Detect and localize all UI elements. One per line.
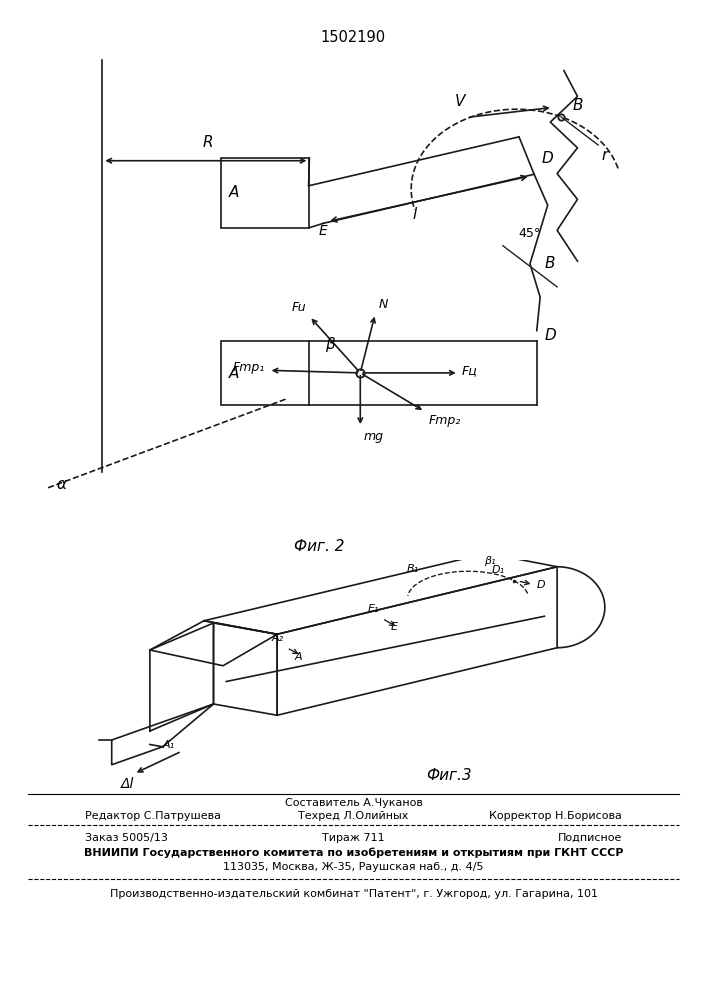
Text: Составитель А.Чуканов: Составитель А.Чуканов [284, 798, 423, 808]
Bar [221, 341, 310, 405]
Text: Заказ 5005/13: Заказ 5005/13 [85, 833, 168, 843]
Text: Корректор Н.Борисова: Корректор Н.Борисова [489, 811, 622, 821]
Text: A₂: A₂ [271, 633, 284, 643]
Text: mg: mg [363, 430, 384, 443]
Text: D: D [542, 151, 554, 166]
Text: Фиг. 2: Фиг. 2 [294, 539, 345, 554]
Text: l: l [412, 207, 416, 222]
Text: Fц: Fц [462, 364, 478, 377]
Text: Подписное: Подписное [558, 833, 622, 843]
Text: E: E [390, 622, 397, 632]
Text: Fmp₁: Fmp₁ [233, 361, 265, 374]
Text: α: α [57, 477, 66, 492]
Text: 45°: 45° [519, 227, 541, 240]
Text: Производственно-издательский комбинат "Патент", г. Ужгород, ул. Гагарина, 101: Производственно-издательский комбинат "П… [110, 889, 597, 899]
Text: D: D [537, 580, 545, 590]
Text: B₁: B₁ [407, 564, 419, 574]
Text: r: r [602, 148, 608, 163]
Text: β₁: β₁ [484, 556, 496, 566]
Text: Фиг.3: Фиг.3 [426, 768, 472, 784]
Text: 113035, Москва, Ж-35, Раушская наб., д. 4/5: 113035, Москва, Ж-35, Раушская наб., д. … [223, 862, 484, 872]
Text: V: V [455, 94, 466, 109]
Text: A: A [229, 366, 240, 381]
Text: D₁: D₁ [491, 565, 505, 575]
Text: Тираж 711: Тираж 711 [322, 833, 385, 843]
Text: A₁: A₁ [163, 740, 175, 750]
Text: 1502190: 1502190 [321, 30, 386, 45]
Text: Техред Л.Олийных: Техред Л.Олийных [298, 811, 409, 821]
Bar [221, 158, 310, 228]
Text: Fmp₂: Fmp₂ [428, 414, 460, 427]
Text: A: A [295, 652, 303, 662]
Text: N: N [379, 298, 388, 311]
Text: ВНИИПИ Государственного комитета по изобретениям и открытиям при ГКНТ СССР: ВНИИПИ Государственного комитета по изоб… [83, 848, 624, 858]
Text: A: A [229, 185, 240, 200]
Text: B: B [573, 98, 583, 113]
Text: β: β [325, 337, 334, 352]
Text: B: B [545, 256, 556, 271]
Text: Fu: Fu [291, 301, 306, 314]
Text: E₁: E₁ [368, 604, 379, 614]
Text: D: D [545, 328, 556, 343]
Text: R: R [202, 135, 213, 150]
Text: Δl: Δl [121, 777, 134, 791]
Text: E: E [319, 224, 327, 238]
Text: Редактор С.Патрушева: Редактор С.Патрушева [85, 811, 221, 821]
